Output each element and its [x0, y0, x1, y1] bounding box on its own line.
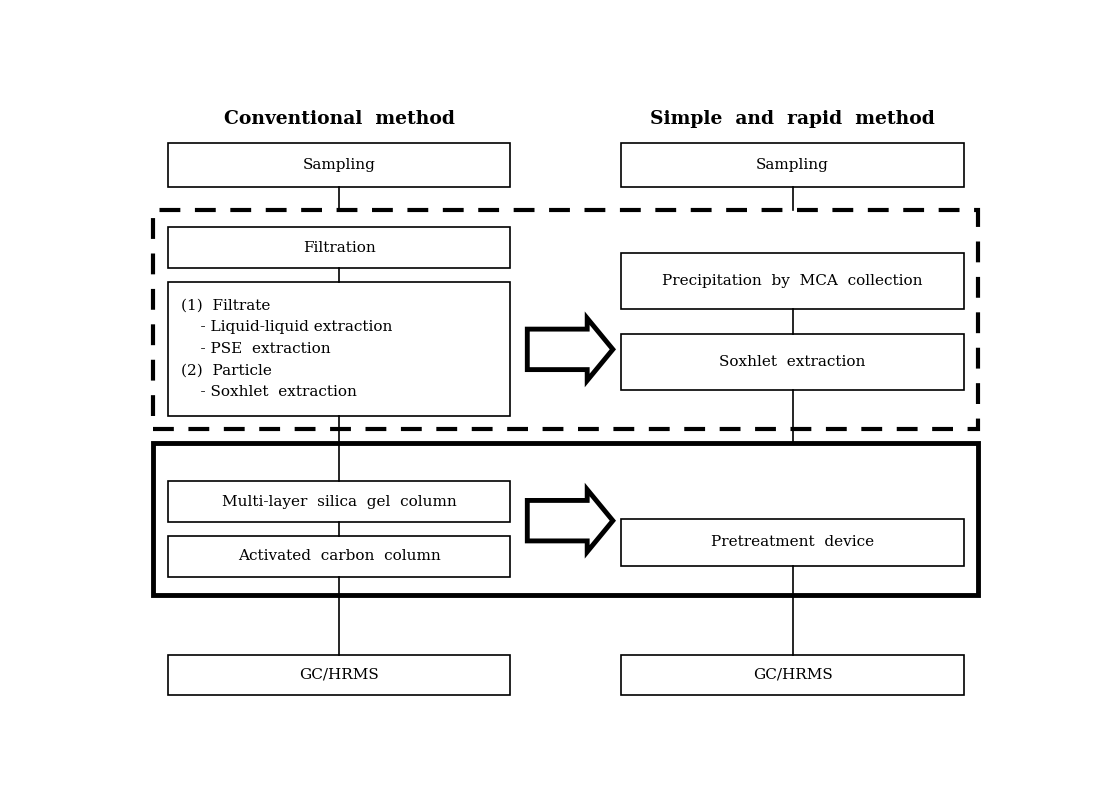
Bar	[622, 654, 964, 695]
Text: Activated  carbon  column: Activated carbon column	[237, 549, 440, 564]
Text: Conventional  method: Conventional method	[224, 110, 455, 128]
Text: Sampling: Sampling	[302, 158, 375, 172]
Text: GC/HRMS: GC/HRMS	[753, 668, 832, 682]
Text: Precipitation  by  MCA  collection: Precipitation by MCA collection	[662, 273, 923, 288]
Text: Sampling: Sampling	[756, 158, 829, 172]
Bar	[622, 142, 964, 188]
Bar	[168, 536, 510, 577]
Bar	[622, 519, 964, 565]
Text: GC/HRMS: GC/HRMS	[299, 668, 379, 682]
Text: (1)  Filtrate
    - Liquid-liquid extraction
    - PSE  extraction
(2)  Particle: (1) Filtrate - Liquid-liquid extraction …	[181, 299, 392, 400]
Text: Filtration: Filtration	[302, 240, 375, 255]
Polygon shape	[528, 318, 613, 380]
Bar	[168, 481, 510, 522]
Bar	[168, 654, 510, 695]
Text: Simple  and  rapid  method: Simple and rapid method	[650, 110, 935, 128]
Bar	[168, 142, 510, 188]
Bar	[168, 227, 510, 268]
Text: Pretreatment  device: Pretreatment device	[711, 536, 874, 549]
Text: Multi-layer  silica  gel  column: Multi-layer silica gel column	[222, 494, 456, 509]
Bar	[153, 443, 978, 595]
Bar	[153, 210, 978, 429]
Bar	[622, 334, 964, 390]
Bar	[168, 282, 510, 416]
Bar	[622, 253, 964, 309]
Polygon shape	[528, 489, 613, 552]
Text: Soxhlet  extraction: Soxhlet extraction	[720, 355, 866, 369]
